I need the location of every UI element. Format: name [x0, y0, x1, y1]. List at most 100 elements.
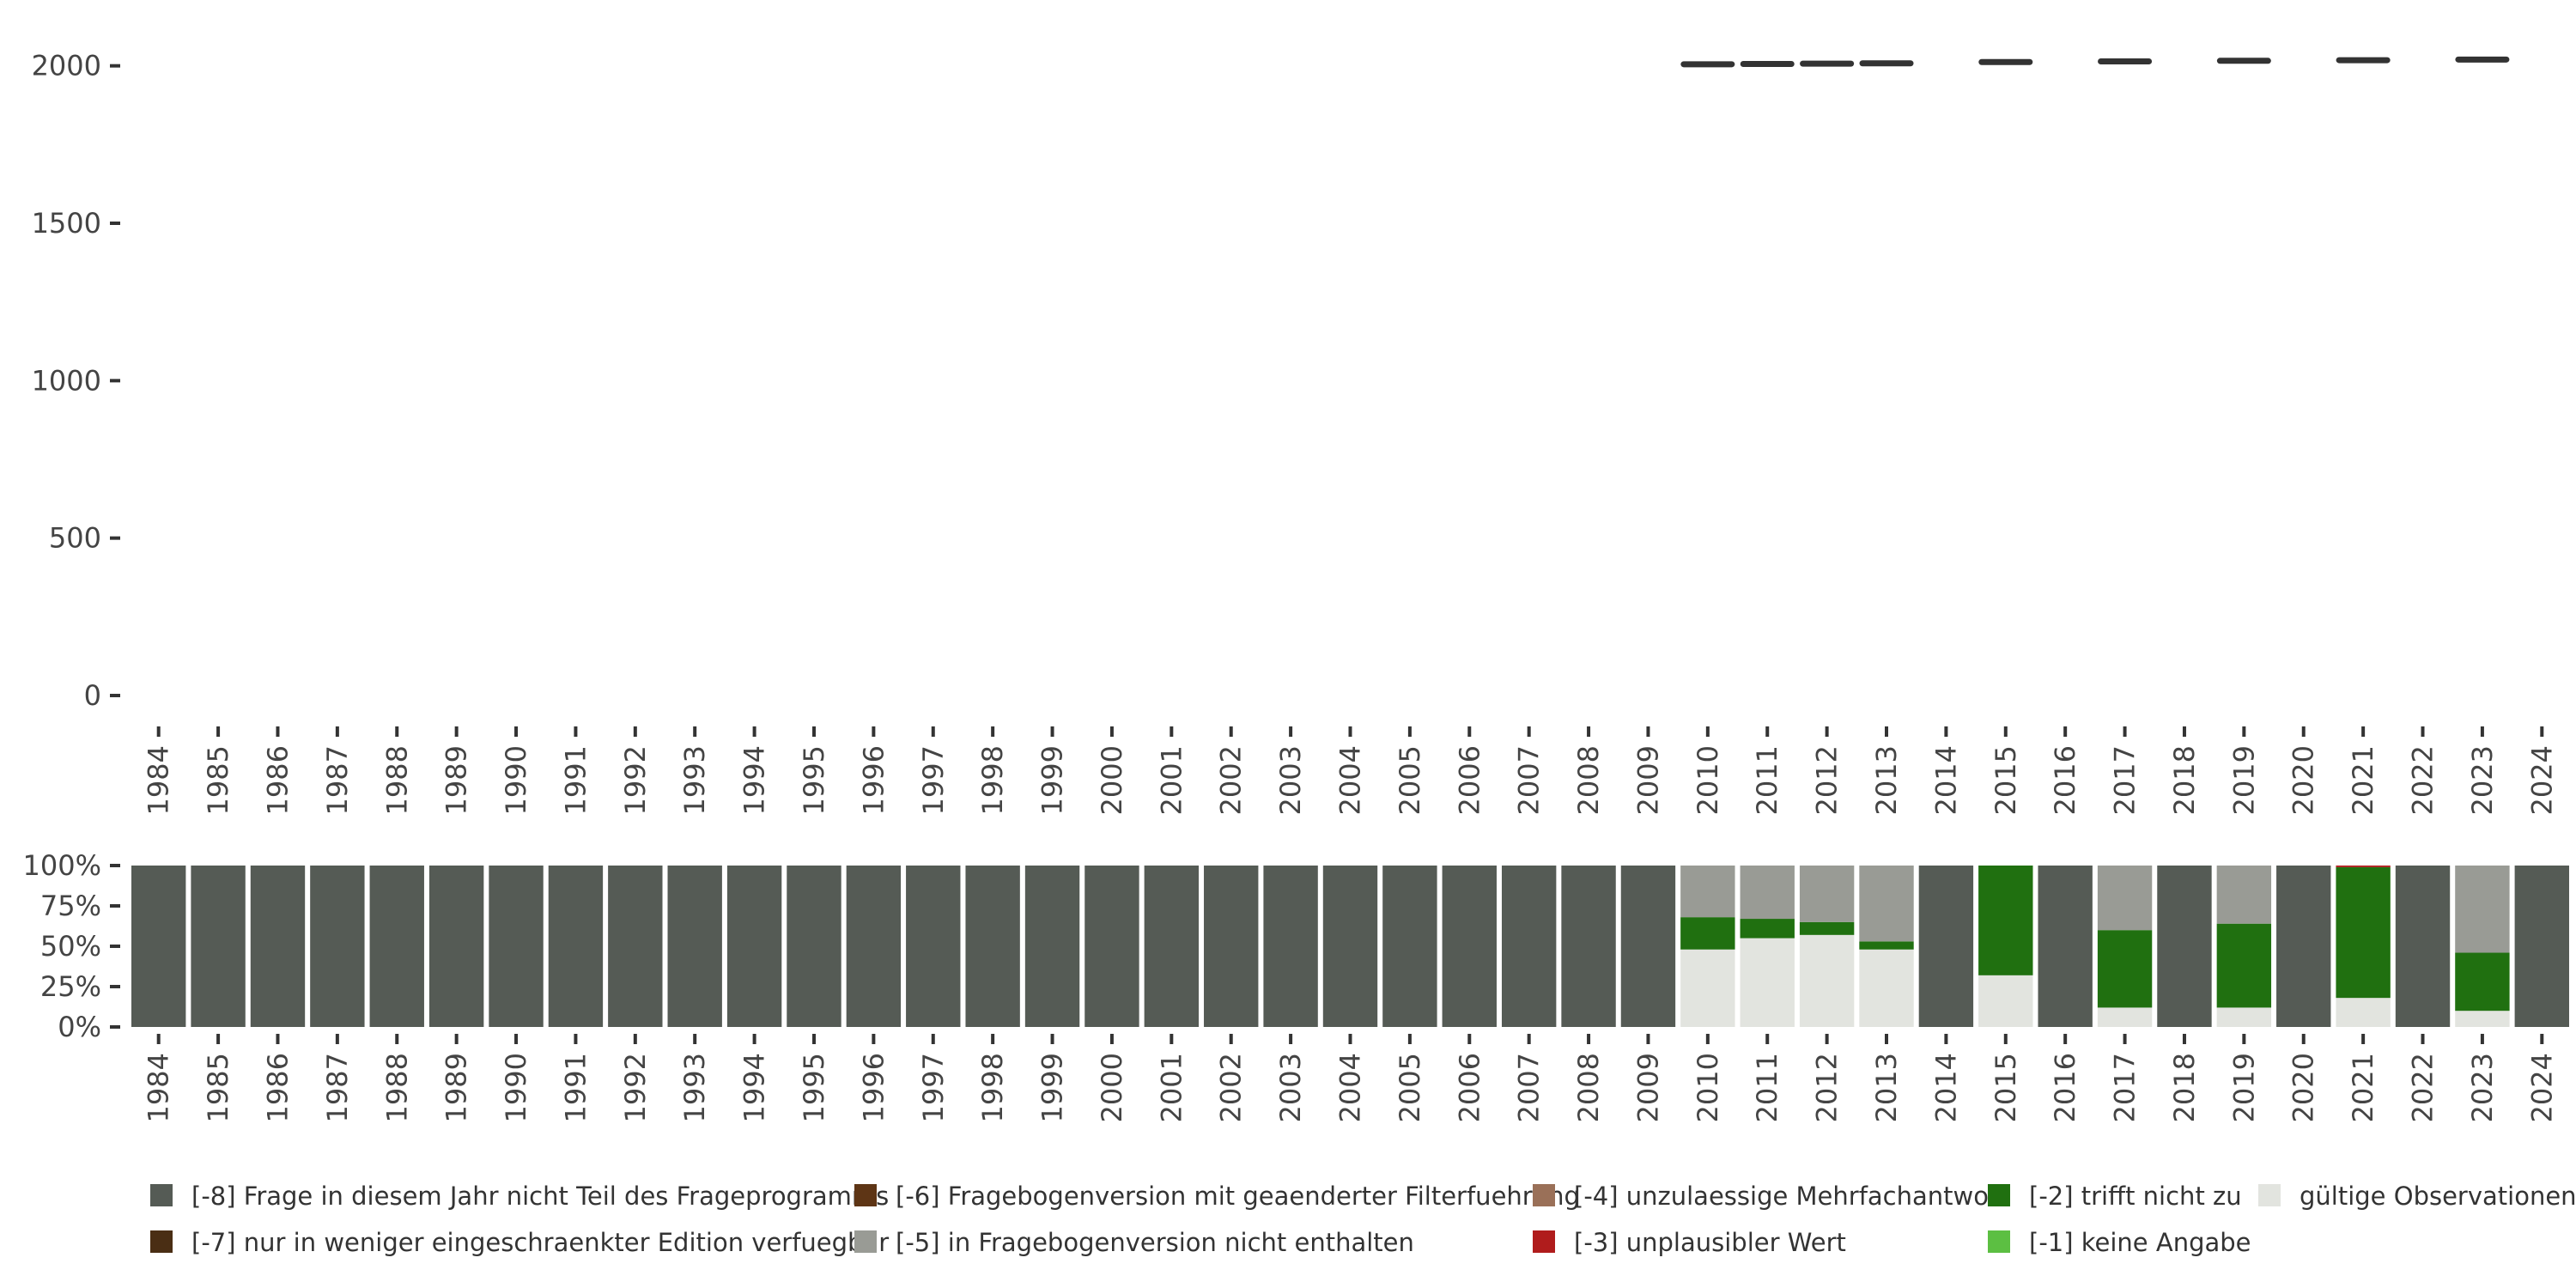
top-x-tick-label-2000: 2000 — [1096, 745, 1128, 815]
bar-segment-2024--8-frage-in-diesem-jahr-nicht-teil-des-frageprogramms — [2514, 866, 2569, 1027]
bottom-x-tick-label-2018: 2018 — [2168, 1053, 2201, 1122]
legend-label-5: [-3] unplausibler Wert — [1574, 1228, 1846, 1257]
legend-swatch-5 — [1533, 1230, 1555, 1253]
bottom-x-tick-label-2013: 2013 — [1870, 1053, 1903, 1122]
top-line-panel: 0 500 1000 1500 2000 1984 1985 1986 1987 1988 1989… — [32, 50, 2559, 816]
bar-segment-1993--8-frage-in-diesem-jahr-nicht-teil-des-frageprogramms — [667, 866, 722, 1027]
bar-segment-2001--8-frage-in-diesem-jahr-nicht-teil-des-frageprogramms — [1144, 866, 1200, 1027]
bar-segment-2003--8-frage-in-diesem-jahr-nicht-teil-des-frageprogramms — [1263, 866, 1318, 1027]
bar-segment-2013--2-trifft-nicht-zu — [1859, 941, 1914, 950]
legend-swatch-0 — [150, 1184, 173, 1206]
bottom-x-tick-label-2023: 2023 — [2466, 1053, 2499, 1122]
bar-segment-1986--8-frage-in-diesem-jahr-nicht-teil-des-frageprogramms — [250, 866, 306, 1027]
bar-segment-2013-g-ltige-observationen — [1859, 949, 1914, 1027]
bar-segment-2017-g-ltige-observationen — [2097, 1007, 2153, 1027]
top-x-tick-label-2011: 2011 — [1751, 745, 1783, 815]
bottom-x-tick-label-1984: 1984 — [143, 1053, 175, 1122]
bottom-y-tick-label-0%: 0% — [58, 1011, 101, 1043]
bottom-x-tick-label-2016: 2016 — [2049, 1053, 2081, 1122]
legend-swatch-6 — [1988, 1184, 2010, 1206]
bar-segment-2000--8-frage-in-diesem-jahr-nicht-teil-des-frageprogramms — [1084, 866, 1139, 1027]
bottom-x-tick-label-2015: 2015 — [1990, 1053, 2022, 1122]
top-x-tick-label-2001: 2001 — [1155, 745, 1188, 815]
top-x-tick-label-2021: 2021 — [2347, 745, 2379, 815]
bottom-x-tick-label-1991: 1991 — [559, 1053, 592, 1122]
bottom-x-tick-label-2003: 2003 — [1274, 1053, 1307, 1122]
top-x-tick-label-2004: 2004 — [1334, 745, 1367, 815]
top-x-tick-label-2007: 2007 — [1513, 745, 1546, 815]
bar-segment-2019--5-in-fragebogenversion-nicht-enthalten — [2216, 866, 2272, 924]
bar-segment-2011--5-in-fragebogenversion-nicht-enthalten — [1740, 866, 1795, 920]
bar-segment-2017--2-trifft-nicht-zu — [2097, 930, 2153, 1008]
bar-segment-2010-g-ltige-observationen — [1680, 949, 1735, 1027]
bar-segment-2010--5-in-fragebogenversion-nicht-enthalten — [1680, 866, 1735, 918]
bar-segment-2012--2-trifft-nicht-zu — [1799, 921, 1855, 935]
top-x-tick-label-2002: 2002 — [1215, 745, 1248, 815]
top-x-tick-label-1993: 1993 — [678, 745, 711, 815]
top-x-tick-label-1985: 1985 — [202, 745, 234, 815]
bar-segment-2023--2-trifft-nicht-zu — [2455, 952, 2510, 1012]
bar-segment-2011--2-trifft-nicht-zu — [1740, 919, 1795, 939]
bar-segment-2014--8-frage-in-diesem-jahr-nicht-teil-des-frageprogramms — [1918, 866, 1974, 1027]
bar-segment-1991--8-frage-in-diesem-jahr-nicht-teil-des-frageprogramms — [548, 866, 604, 1027]
legend-swatch-8 — [2258, 1184, 2281, 1206]
bar-segment-2017--5-in-fragebogenversion-nicht-enthalten — [2097, 866, 2153, 931]
bar-segment-2016--8-frage-in-diesem-jahr-nicht-teil-des-frageprogramms — [2038, 866, 2093, 1027]
bottom-x-tick-label-2020: 2020 — [2287, 1053, 2320, 1122]
bottom-x-tick-label-2021: 2021 — [2347, 1053, 2379, 1122]
top-x-tick-label-1994: 1994 — [738, 745, 771, 815]
top-x-tick-label-1998: 1998 — [976, 745, 1009, 815]
bottom-x-tick-label-2001: 2001 — [1155, 1053, 1188, 1122]
bottom-x-tick-label-2000: 2000 — [1096, 1053, 1128, 1122]
bar-segment-1998--8-frage-in-diesem-jahr-nicht-teil-des-frageprogramms — [965, 866, 1020, 1027]
top-x-tick-label-1997: 1997 — [917, 745, 950, 815]
bar-segment-2006--8-frage-in-diesem-jahr-nicht-teil-des-frageprogramms — [1442, 866, 1497, 1027]
top-x-tick-label-2024: 2024 — [2525, 745, 2558, 815]
legend: [-8] Frage in diesem Jahr nicht Teil des… — [150, 1182, 2576, 1257]
bottom-x-tick-label-2002: 2002 — [1215, 1053, 1248, 1122]
bottom-x-tick-label-2022: 2022 — [2407, 1053, 2439, 1122]
top-x-tick-label-1986: 1986 — [261, 745, 294, 815]
bottom-x-tick-label-2011: 2011 — [1751, 1053, 1783, 1122]
bottom-x-tick-label-1986: 1986 — [261, 1053, 294, 1122]
bar-segment-1996--8-frage-in-diesem-jahr-nicht-teil-des-frageprogramms — [846, 866, 902, 1027]
bottom-y-tick-label-75%: 75% — [40, 890, 101, 922]
bar-segment-2004--8-frage-in-diesem-jahr-nicht-teil-des-frageprogramms — [1322, 866, 1378, 1027]
bar-segment-2020--8-frage-in-diesem-jahr-nicht-teil-des-frageprogramms — [2276, 866, 2331, 1027]
top-x-tick-label-1988: 1988 — [380, 745, 413, 815]
top-x-tick-label-2003: 2003 — [1274, 745, 1307, 815]
bottom-y-tick-label-100%: 100% — [23, 849, 101, 882]
bottom-x-tick-label-1998: 1998 — [976, 1053, 1009, 1122]
bar-segment-2007--8-frage-in-diesem-jahr-nicht-teil-des-frageprogramms — [1501, 866, 1557, 1027]
bar-segment-1984--8-frage-in-diesem-jahr-nicht-teil-des-frageprogramms — [131, 866, 186, 1027]
bottom-y-tick-label-25%: 25% — [40, 970, 101, 1003]
top-x-tick-label-2022: 2022 — [2407, 745, 2439, 815]
bottom-y-tick-label-50%: 50% — [40, 930, 101, 963]
bottom-x-tick-label-2005: 2005 — [1394, 1053, 1426, 1122]
bar-segment-2012--5-in-fragebogenversion-nicht-enthalten — [1799, 866, 1855, 922]
bar-segment-2021-g-ltige-observationen — [2336, 998, 2391, 1027]
bottom-x-tick-label-1989: 1989 — [440, 1053, 473, 1122]
bottom-x-tick-label-1995: 1995 — [798, 1053, 830, 1122]
top-x-tick-label-1992: 1992 — [619, 745, 652, 815]
top-x-tick-label-1990: 1990 — [500, 745, 532, 815]
bottom-x-tick-label-2017: 2017 — [2109, 1053, 2142, 1122]
top-y-tick-label-1500: 1500 — [32, 207, 101, 240]
bar-segment-2005--8-frage-in-diesem-jahr-nicht-teil-des-frageprogramms — [1382, 866, 1437, 1027]
bottom-x-tick-label-2010: 2010 — [1692, 1053, 1724, 1122]
bottom-x-tick-label-1985: 1985 — [202, 1053, 234, 1122]
bar-segment-2021--3-unplausibler-wert — [2336, 866, 2391, 867]
top-x-tick-label-2005: 2005 — [1394, 745, 1426, 815]
legend-label-6: [-2] trifft nicht zu — [2029, 1182, 2242, 1211]
bottom-x-tick-label-2019: 2019 — [2227, 1053, 2260, 1122]
top-y-tick-label-0: 0 — [84, 679, 101, 712]
bar-segment-1987--8-frage-in-diesem-jahr-nicht-teil-des-frageprogramms — [310, 866, 365, 1027]
top-x-tick-label-2012: 2012 — [1811, 745, 1844, 815]
bottom-x-tick-label-2006: 2006 — [1453, 1053, 1485, 1122]
top-x-tick-label-2020: 2020 — [2287, 745, 2320, 815]
top-x-tick-label-1989: 1989 — [440, 745, 473, 815]
bar-segment-2015--2-trifft-nicht-zu — [1978, 866, 2033, 975]
bottom-x-tick-label-2024: 2024 — [2525, 1053, 2558, 1122]
